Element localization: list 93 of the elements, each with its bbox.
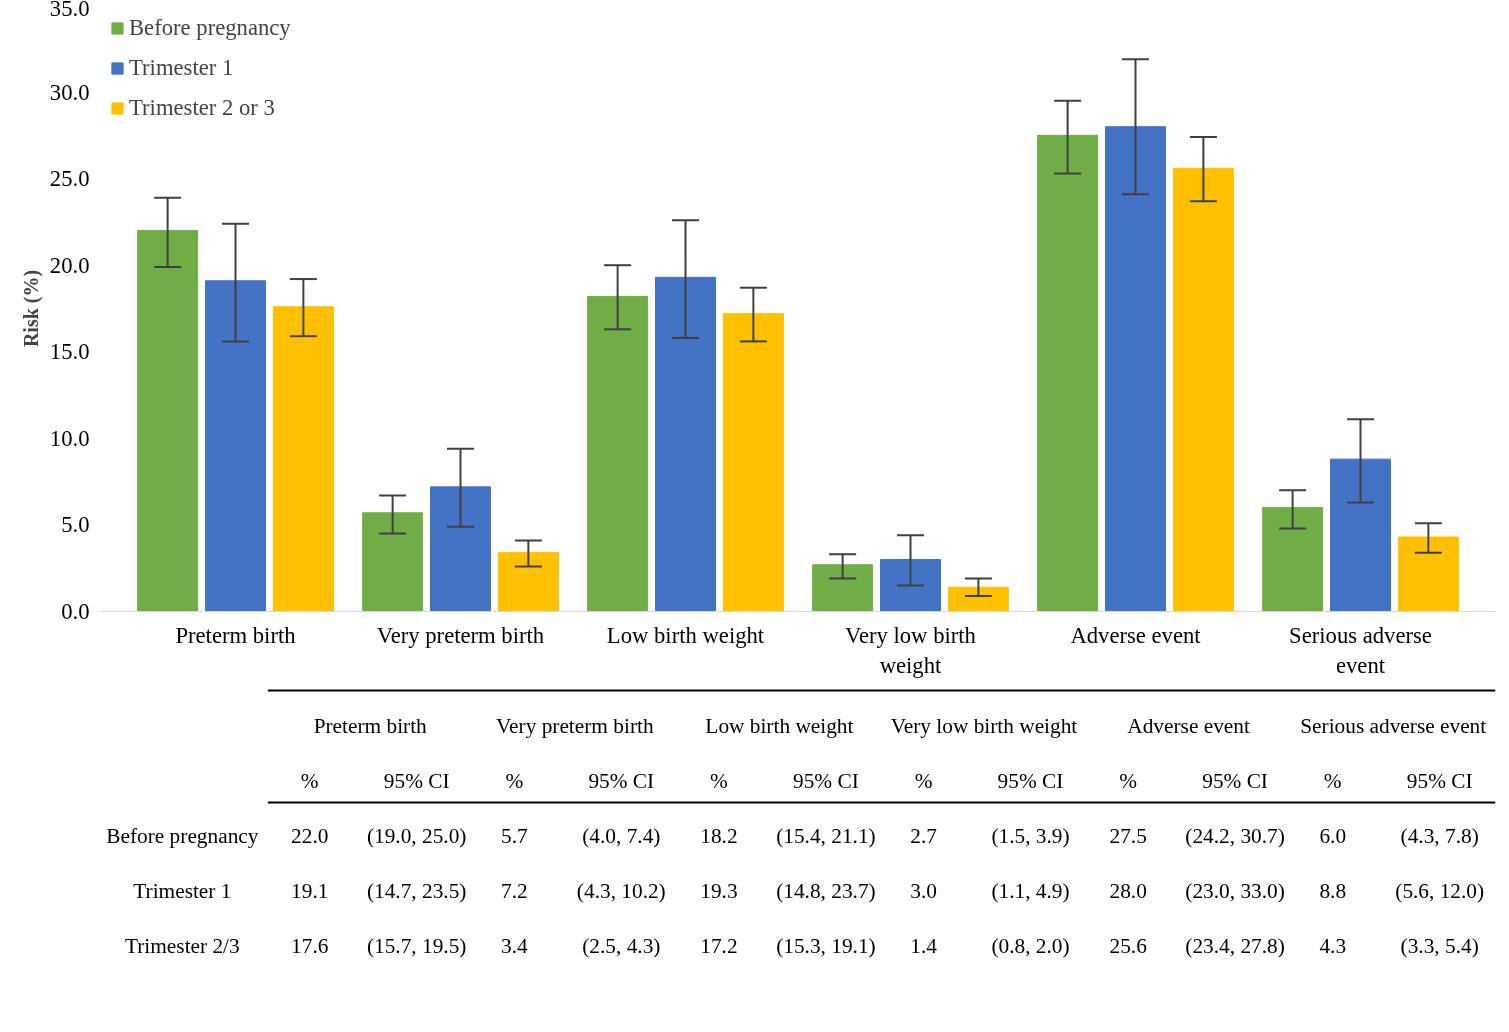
- x-tick-label: Very low birth weight: [845, 622, 977, 678]
- text: 95% CI: [383, 768, 450, 793]
- x-tick-label: Preterm birth: [175, 622, 297, 648]
- text: 95% CI: [1406, 768, 1473, 793]
- bar: [1330, 458, 1391, 612]
- text: 2.7: [910, 823, 938, 848]
- category-label: Very preterm birth: [496, 713, 654, 738]
- y-axis-title: Risk (%): [19, 269, 43, 348]
- text: (1.5, 3.9): [991, 823, 1070, 848]
- text: 19.1: [291, 878, 329, 903]
- x-tick-label: Adverse event: [1070, 622, 1202, 648]
- text: 6.0: [1319, 823, 1347, 848]
- text: 17.6: [291, 933, 329, 958]
- category-label: Adverse event: [1127, 713, 1250, 738]
- text: (14.7, 23.5): [366, 878, 467, 903]
- x-tick-label: Very preterm birth: [376, 622, 545, 648]
- text: (1.1, 4.9): [991, 878, 1070, 903]
- bar: [947, 586, 1009, 612]
- text: 8.8: [1319, 878, 1347, 903]
- y-tick-label: 0.0: [61, 599, 90, 624]
- bar: [655, 276, 716, 612]
- text: Trimester 2/3: [124, 933, 240, 958]
- bar: [362, 512, 424, 612]
- text: (15.7, 19.5): [366, 933, 467, 958]
- text: (4.3, 7.8): [1400, 823, 1479, 848]
- text: (2.5, 4.3): [582, 933, 661, 958]
- y-tick-label: 15.0: [49, 339, 90, 365]
- bar: [1172, 167, 1234, 612]
- bar: [587, 295, 649, 612]
- text: (14.8, 23.7): [776, 878, 876, 903]
- text: (23.0, 33.0): [1185, 878, 1285, 903]
- x-tick-label: Low birth weight: [606, 622, 765, 648]
- text: %: [1323, 768, 1342, 793]
- x-tick-label: Serious adverse event: [1289, 622, 1432, 678]
- text: (24.2, 30.7): [1185, 823, 1285, 848]
- text: 17.2: [700, 933, 738, 958]
- bar: [205, 280, 266, 612]
- text: 25.6: [1109, 933, 1148, 958]
- text: %: [505, 768, 524, 793]
- bar: [812, 564, 874, 612]
- text: 3.4: [501, 933, 529, 958]
- bar: [1037, 134, 1099, 612]
- text: (0.8, 2.0): [991, 933, 1070, 958]
- bar: [1105, 126, 1166, 612]
- y-tick-label: 5.0: [61, 512, 90, 538]
- text: 28.0: [1109, 878, 1147, 903]
- text: (4.3, 10.2): [576, 878, 666, 903]
- legend-label: Before pregnancy: [129, 15, 291, 41]
- text: (19.0, 25.0): [366, 823, 467, 848]
- text: %: [710, 768, 728, 793]
- bar: [880, 559, 941, 612]
- bar: [430, 486, 491, 612]
- text: %: [300, 768, 319, 793]
- bar: [497, 552, 559, 612]
- y-tick-label: 10.0: [49, 425, 90, 451]
- text: 27.5: [1109, 823, 1147, 848]
- text: 3.0: [910, 878, 937, 903]
- text: 19.3: [700, 878, 738, 903]
- category-label: Low birth weight: [705, 713, 854, 738]
- text: Before pregnancy: [106, 823, 259, 848]
- text: Trimester 1: [133, 878, 232, 903]
- category-label: Very low birth weight: [890, 713, 1078, 738]
- text: %: [1119, 768, 1138, 793]
- bar: [137, 230, 199, 612]
- legend-label: Trimester 1: [129, 55, 234, 81]
- text: 7.2: [501, 878, 528, 903]
- legend-label: Trimester 2 or 3: [129, 95, 275, 121]
- y-tick-label: 30.0: [49, 79, 90, 105]
- category-label: Serious adverse event: [1300, 713, 1487, 738]
- text: (15.4, 21.1): [776, 823, 876, 848]
- bar: [1397, 536, 1459, 612]
- text: (23.4, 27.8): [1185, 933, 1285, 958]
- y-tick-label: 25.0: [49, 166, 90, 192]
- bar: [272, 306, 334, 612]
- text: 5.7: [501, 823, 529, 848]
- y-tick-label: 35.0: [49, 0, 90, 21]
- category-label: Preterm birth: [313, 713, 427, 738]
- text: 1.4: [910, 933, 938, 958]
- text: %: [914, 768, 933, 793]
- bar: [722, 313, 784, 612]
- text: 95% CI: [588, 768, 655, 793]
- y-tick-label: 20.0: [49, 252, 90, 278]
- text: 95% CI: [1202, 768, 1268, 793]
- text: (5.6, 12.0): [1395, 878, 1485, 903]
- text: (3.3, 5.4): [1400, 933, 1479, 958]
- text: 18.2: [700, 823, 738, 848]
- text: (15.3, 19.1): [776, 933, 876, 958]
- text: 4.3: [1319, 933, 1347, 958]
- bar: [1262, 507, 1324, 612]
- text: 22.0: [291, 823, 329, 848]
- text: 95% CI: [793, 768, 859, 793]
- text: (4.0, 7.4): [582, 823, 661, 848]
- text: 95% CI: [997, 768, 1064, 793]
